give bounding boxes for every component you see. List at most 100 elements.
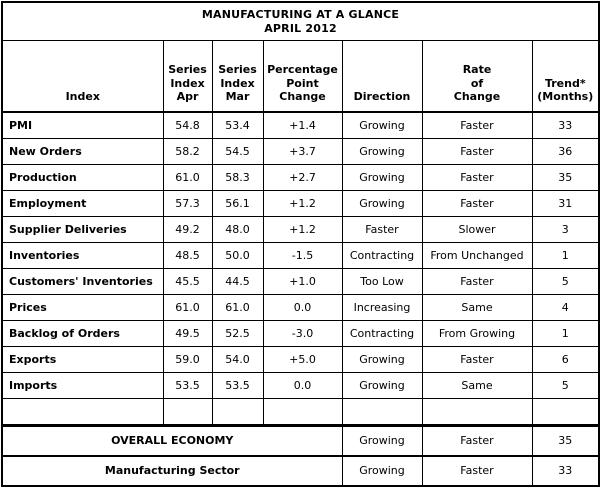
series-apr-cell: 61.0 bbox=[162, 294, 213, 321]
point-change-cell: +3.7 bbox=[262, 138, 343, 165]
series-mar-cell: 53.5 bbox=[211, 372, 264, 399]
rate-of-change-cell: Faster bbox=[421, 164, 533, 191]
index-name-cell: Imports bbox=[1, 372, 164, 399]
trend-cell: 36 bbox=[531, 138, 600, 165]
summary-label-cell: Manufacturing Sector bbox=[1, 455, 343, 487]
row-inventories: Inventories 48.5 50.0 -1.5 Contracting F… bbox=[1, 242, 600, 269]
column-header-trend-months: Trend* (Months) bbox=[531, 40, 600, 113]
row-employment: Employment 57.3 56.1 +1.2 Growing Faster… bbox=[1, 190, 600, 217]
series-apr-cell bbox=[162, 398, 213, 426]
trend-cell: 4 bbox=[531, 294, 600, 321]
index-name-cell bbox=[1, 398, 164, 426]
series-mar-cell: 61.0 bbox=[211, 294, 264, 321]
series-mar-cell bbox=[211, 398, 264, 426]
series-apr-cell: 61.0 bbox=[162, 164, 213, 191]
series-mar-cell: 53.4 bbox=[211, 111, 264, 139]
rate-of-change-cell: Same bbox=[421, 372, 533, 399]
index-name-cell: Production bbox=[1, 164, 164, 191]
point-change-cell: +2.7 bbox=[262, 164, 343, 191]
column-header-row: Index Series Index Apr Series Index Mar … bbox=[1, 40, 600, 113]
series-apr-cell: 57.3 bbox=[162, 190, 213, 217]
trend-cell: 35 bbox=[531, 424, 600, 457]
trend-cell: 35 bbox=[531, 164, 600, 191]
trend-cell: 6 bbox=[531, 346, 600, 373]
title-row: MANUFACTURING AT A GLANCE APRIL 2012 bbox=[1, 1, 600, 41]
series-apr-cell: 49.5 bbox=[162, 320, 213, 347]
series-apr-cell: 59.0 bbox=[162, 346, 213, 373]
trend-cell: 1 bbox=[531, 242, 600, 269]
rate-of-change-cell: Slower bbox=[421, 216, 533, 243]
index-name-cell: PMI bbox=[1, 111, 164, 139]
column-header-rate-of-change: Rate of Change bbox=[421, 40, 533, 113]
rate-of-change-cell: Faster bbox=[421, 424, 533, 457]
rate-of-change-cell: Faster bbox=[421, 455, 533, 487]
rate-of-change-cell: From Growing bbox=[421, 320, 533, 347]
row-manufacturing-sector: Manufacturing Sector Growing Faster 33 bbox=[1, 455, 600, 487]
point-change-cell: -3.0 bbox=[262, 320, 343, 347]
trend-cell: 1 bbox=[531, 320, 600, 347]
index-name-cell: Backlog of Orders bbox=[1, 320, 164, 347]
series-apr-cell: 49.2 bbox=[162, 216, 213, 243]
index-name-cell: Customers' Inventories bbox=[1, 268, 164, 295]
point-change-cell: -1.5 bbox=[262, 242, 343, 269]
series-mar-cell: 58.3 bbox=[211, 164, 264, 191]
rate-of-change-cell: Same bbox=[421, 294, 533, 321]
trend-cell: 3 bbox=[531, 216, 600, 243]
point-change-cell bbox=[262, 398, 343, 426]
point-change-cell: +1.4 bbox=[262, 111, 343, 139]
trend-cell: 5 bbox=[531, 268, 600, 295]
row-backlog-of-orders: Backlog of Orders 49.5 52.5 -3.0 Contrac… bbox=[1, 320, 600, 347]
direction-cell: Growing bbox=[341, 111, 423, 139]
index-name-cell: Exports bbox=[1, 346, 164, 373]
row-customers-inventories: Customers' Inventories 45.5 44.5 +1.0 To… bbox=[1, 268, 600, 295]
row-new-orders: New Orders 58.2 54.5 +3.7 Growing Faster… bbox=[1, 138, 600, 165]
point-change-cell: +5.0 bbox=[262, 346, 343, 373]
direction-cell: Growing bbox=[341, 138, 423, 165]
series-mar-cell: 52.5 bbox=[211, 320, 264, 347]
direction-cell: Increasing bbox=[341, 294, 423, 321]
index-name-cell: Supplier Deliveries bbox=[1, 216, 164, 243]
rate-of-change-cell: Faster bbox=[421, 268, 533, 295]
row-pmi: PMI 54.8 53.4 +1.4 Growing Faster 33 bbox=[1, 111, 600, 139]
series-mar-cell: 56.1 bbox=[211, 190, 264, 217]
trend-cell: 5 bbox=[531, 372, 600, 399]
direction-cell: Faster bbox=[341, 216, 423, 243]
rate-of-change-cell: Faster bbox=[421, 138, 533, 165]
direction-cell bbox=[341, 398, 423, 426]
table-title: MANUFACTURING AT A GLANCE APRIL 2012 bbox=[1, 1, 600, 41]
column-header-percentage-point-change: Percentage Point Change bbox=[262, 40, 343, 113]
index-name-cell: Prices bbox=[1, 294, 164, 321]
rate-of-change-cell: Faster bbox=[421, 190, 533, 217]
direction-cell: Growing bbox=[341, 164, 423, 191]
trend-cell bbox=[531, 398, 600, 426]
direction-cell: Contracting bbox=[341, 320, 423, 347]
direction-cell: Growing bbox=[341, 372, 423, 399]
index-name-cell: New Orders bbox=[1, 138, 164, 165]
point-change-cell: 0.0 bbox=[262, 372, 343, 399]
series-mar-cell: 54.0 bbox=[211, 346, 264, 373]
column-header-index: Index bbox=[1, 40, 164, 113]
rate-of-change-cell: From Unchanged bbox=[421, 242, 533, 269]
rate-of-change-cell: Faster bbox=[421, 111, 533, 139]
direction-cell: Growing bbox=[341, 346, 423, 373]
direction-cell: Contracting bbox=[341, 242, 423, 269]
row-exports: Exports 59.0 54.0 +5.0 Growing Faster 6 bbox=[1, 346, 600, 373]
point-change-cell: +1.2 bbox=[262, 190, 343, 217]
row-empty-spacer bbox=[1, 398, 600, 426]
row-prices: Prices 61.0 61.0 0.0 Increasing Same 4 bbox=[1, 294, 600, 321]
trend-cell: 33 bbox=[531, 455, 600, 487]
series-mar-cell: 44.5 bbox=[211, 268, 264, 295]
column-header-direction: Direction bbox=[341, 40, 423, 113]
point-change-cell: +1.2 bbox=[262, 216, 343, 243]
point-change-cell: 0.0 bbox=[262, 294, 343, 321]
row-overall-economy: OVERALL ECONOMY Growing Faster 35 bbox=[1, 424, 600, 457]
index-name-cell: Employment bbox=[1, 190, 164, 217]
trend-cell: 33 bbox=[531, 111, 600, 139]
series-apr-cell: 45.5 bbox=[162, 268, 213, 295]
series-apr-cell: 58.2 bbox=[162, 138, 213, 165]
row-imports: Imports 53.5 53.5 0.0 Growing Same 5 bbox=[1, 372, 600, 399]
row-supplier-deliveries: Supplier Deliveries 49.2 48.0 +1.2 Faste… bbox=[1, 216, 600, 243]
table-title-line2: APRIL 2012 bbox=[264, 21, 337, 35]
column-header-series-index-apr: Series Index Apr bbox=[162, 40, 213, 113]
